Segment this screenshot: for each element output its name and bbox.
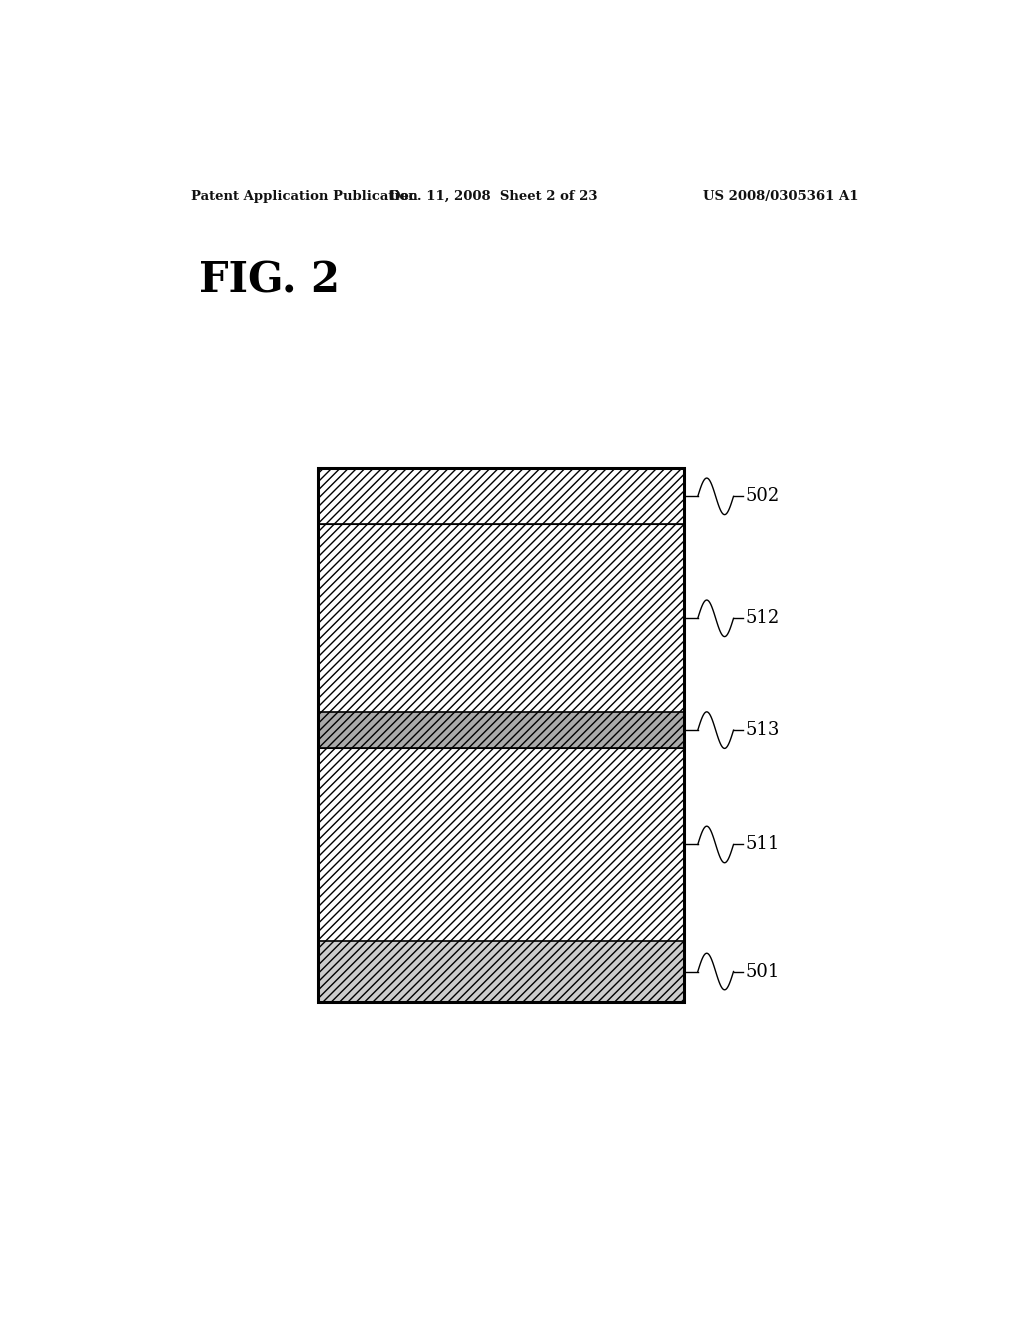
Text: Patent Application Publication: Patent Application Publication <box>191 190 418 202</box>
Bar <box>318 524 684 713</box>
Bar <box>318 469 684 524</box>
Text: 501: 501 <box>745 962 780 981</box>
Bar <box>318 748 684 941</box>
Bar <box>318 941 684 1002</box>
Bar <box>318 713 684 748</box>
Text: 511: 511 <box>745 836 780 854</box>
Text: Dec. 11, 2008  Sheet 2 of 23: Dec. 11, 2008 Sheet 2 of 23 <box>389 190 597 202</box>
Text: 513: 513 <box>745 721 780 739</box>
Text: 512: 512 <box>745 610 779 627</box>
Text: 502: 502 <box>745 487 779 506</box>
Text: FIG. 2: FIG. 2 <box>200 259 340 301</box>
Text: US 2008/0305361 A1: US 2008/0305361 A1 <box>702 190 858 202</box>
Bar <box>318 469 684 1002</box>
